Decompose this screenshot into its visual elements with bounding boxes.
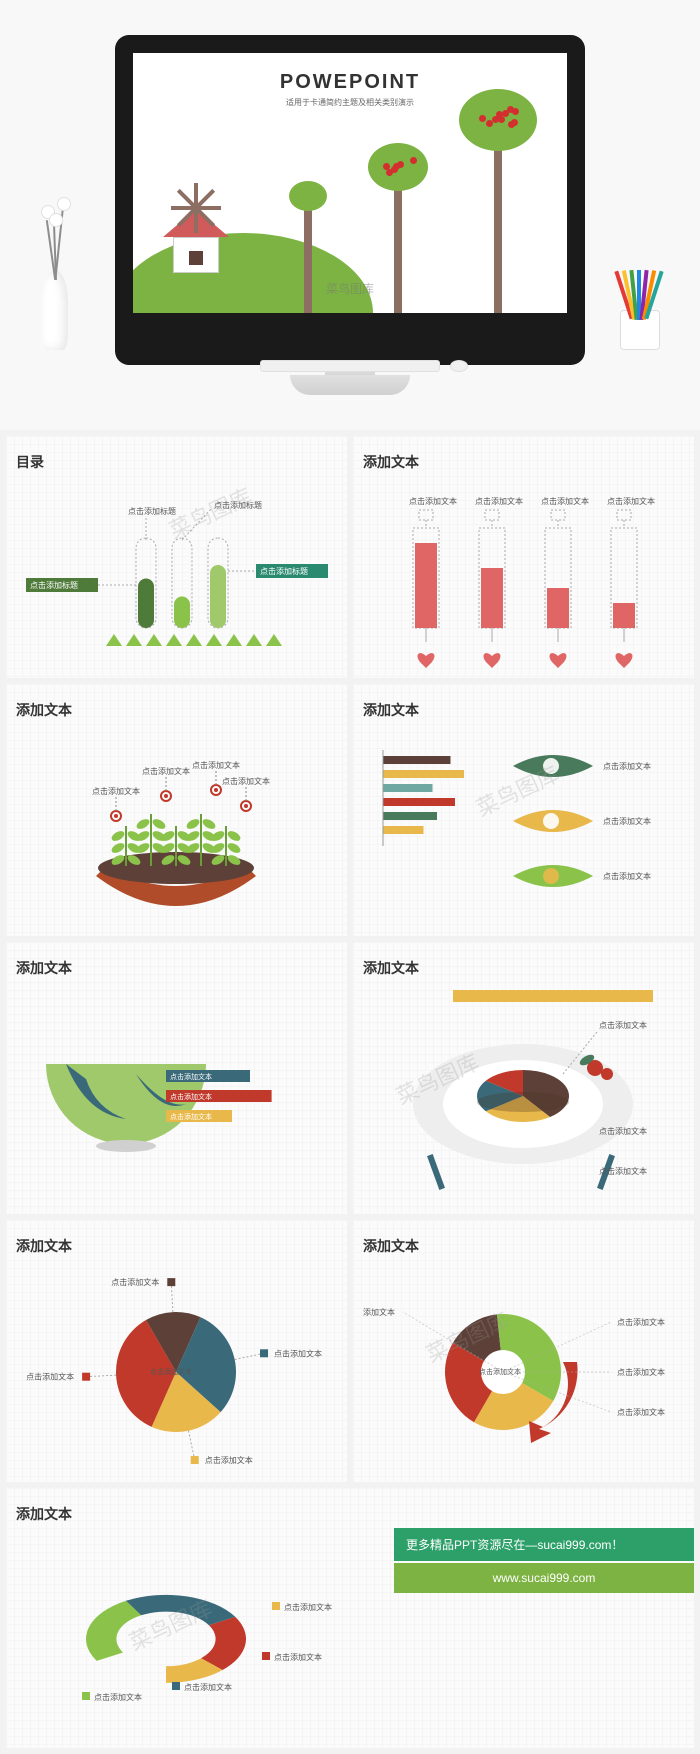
svg-text:点击添加文本: 点击添加文本	[617, 1367, 665, 1377]
slide-title: 添加文本	[363, 1236, 684, 1256]
svg-text:点击添加文本: 点击添加文本	[192, 760, 240, 770]
svg-text:点击添加文本: 点击添加文本	[603, 816, 651, 826]
slide-plant: 添加文本 点击添加文本点击添加文本点击添加文本点击添加文本	[6, 684, 347, 936]
plate-pie-chart: 点击添加文本点击添加文本点击添加文本	[363, 984, 683, 1204]
slide-title: 添加文本	[16, 1504, 684, 1524]
pie-chart-1: 点击添加文本点击添加文本点击添加文本点击添加文本点击添加文本	[16, 1262, 336, 1472]
syringes-chart: 点击添加文本 点击添加文本 点击添加文本 点击添加文本	[363, 478, 683, 668]
svg-text:点击添加文本: 点击添加文本	[599, 1020, 647, 1030]
slide-title: 添加文本	[16, 958, 337, 978]
svg-text:点击添加文本: 点击添加文本	[170, 1112, 212, 1121]
svg-text:点击添加文本: 点击添加文本	[150, 1367, 192, 1376]
svg-text:点击添加文本: 点击添加文本	[363, 1307, 395, 1317]
svg-text:点击添加文本: 点击添加文本	[603, 871, 651, 881]
svg-text:点击添加文本: 点击添加文本	[94, 1692, 142, 1702]
keyboard-decoration	[260, 360, 440, 372]
svg-text:点击添加文本: 点击添加文本	[409, 496, 457, 506]
pencil-cup-decoration	[610, 270, 670, 350]
slide-title: 添加文本	[16, 1236, 337, 1256]
promo-line-1: 更多精品PPT资源尽在—sucai999.com！	[394, 1528, 694, 1561]
promo-line-2: www.sucai999.com	[394, 1563, 694, 1593]
svg-text:点击添加文本: 点击添加文本	[599, 1166, 647, 1176]
svg-text:点击添加文本: 点击添加文本	[184, 1682, 232, 1692]
plant-infographic: 点击添加文本点击添加文本点击添加文本点击添加文本	[16, 726, 336, 926]
svg-text:点击添加文本: 点击添加文本	[92, 786, 140, 796]
svg-text:点击添加标题: 点击添加标题	[260, 566, 308, 576]
svg-text:点击添加文本: 点击添加文本	[284, 1602, 332, 1612]
svg-text:点击添加文本: 点击添加文本	[617, 1317, 665, 1327]
slide-title: 添加文本	[363, 452, 684, 472]
svg-text:点击添加文本: 点击添加文本	[603, 761, 651, 771]
svg-text:点击添加标题: 点击添加标题	[30, 580, 78, 590]
title-slide: POWEPOINT 适用于卡通简约主题及相关类别演示 菜鸟图库	[133, 53, 567, 313]
slides-grid: 目录 点击添加标题点击添加标题点击添加标题点击添加标题 菜鸟图库 添加文本 点击…	[0, 430, 700, 1754]
slide-title: 添加文本	[363, 958, 684, 978]
svg-text:点击添加文本: 点击添加文本	[222, 776, 270, 786]
tubes-chart: 点击添加标题点击添加标题点击添加标题点击添加标题	[16, 478, 336, 668]
svg-text:点击添加标题: 点击添加标题	[214, 500, 262, 510]
svg-text:点击添加文本: 点击添加文本	[607, 496, 655, 506]
svg-text:点击添加文本: 点击添加文本	[475, 496, 523, 506]
monitor-frame: POWEPOINT 适用于卡通简约主题及相关类别演示 菜鸟图库	[115, 35, 585, 365]
svg-text:点击添加文本: 点击添加文本	[170, 1072, 212, 1081]
pie-chart-arrow: 点击添加文本点击添加文本点击添加文本点击添加文本点击添加文本	[363, 1262, 683, 1472]
svg-text:点击添加文本: 点击添加文本	[479, 1367, 521, 1376]
svg-text:点击添加标题: 点击添加标题	[128, 506, 176, 516]
svg-text:点击添加文本: 点击添加文本	[170, 1092, 212, 1101]
svg-text:点击添加文本: 点击添加文本	[111, 1277, 159, 1287]
slide-leaves: 添加文本 点击添加文本点击添加文本点击添加文本 菜鸟图库	[353, 684, 694, 936]
vase-decoration	[30, 210, 80, 350]
svg-text:点击添加文本: 点击添加文本	[274, 1652, 322, 1662]
svg-text:点击添加文本: 点击添加文本	[599, 1126, 647, 1136]
watermark: 菜鸟图库	[326, 280, 374, 297]
slide-plate: 添加文本 点击添加文本点击添加文本点击添加文本 菜鸟图库	[353, 942, 694, 1214]
hero-section: POWEPOINT 适用于卡通简约主题及相关类别演示 菜鸟图库	[0, 0, 700, 430]
slide-title: 添加文本	[16, 700, 337, 720]
svg-text:点击添加文本: 点击添加文本	[205, 1455, 253, 1465]
bowl-chart: 点击添加文本点击添加文本点击添加文本	[16, 984, 336, 1184]
main-subtitle: 适用于卡通简约主题及相关类别演示	[286, 97, 414, 108]
slide-bowl: 添加文本 点击添加文本点击添加文本点击添加文本	[6, 942, 347, 1214]
svg-text:点击添加文本: 点击添加文本	[541, 496, 589, 506]
svg-text:点击添加文本: 点击添加文本	[142, 766, 190, 776]
svg-text:点击添加文本: 点击添加文本	[617, 1407, 665, 1417]
mouse-decoration	[450, 360, 468, 372]
svg-text:点击添加文本: 点击添加文本	[26, 1372, 74, 1382]
slide-pie1: 添加文本 点击添加文本点击添加文本点击添加文本点击添加文本点击添加文本	[6, 1220, 347, 1482]
slide-title: 目录	[16, 452, 337, 472]
slide-toc: 目录 点击添加标题点击添加标题点击添加标题点击添加标题 菜鸟图库	[6, 436, 347, 678]
svg-text:点击添加文本: 点击添加文本	[274, 1348, 322, 1358]
main-title: POWEPOINT	[280, 71, 420, 94]
promo-banner: 更多精品PPT资源尽在—sucai999.com！ www.sucai999.c…	[394, 1528, 694, 1595]
slide-donut: 添加文本 点击添加文本点击添加文本点击添加文本点击添加文本 菜鸟图库 更多精品P…	[6, 1488, 694, 1748]
leaf-bar-chart: 点击添加文本点击添加文本点击添加文本	[363, 726, 683, 926]
slide-syringes: 添加文本 点击添加文本 点击添加文本 点击添加文本 点击添加文本	[353, 436, 694, 678]
slide-title: 添加文本	[363, 700, 684, 720]
slide-pie2: 添加文本 点击添加文本点击添加文本点击添加文本点击添加文本点击添加文本 菜鸟图库	[353, 1220, 694, 1482]
donut-chart: 点击添加文本点击添加文本点击添加文本点击添加文本	[16, 1530, 356, 1730]
